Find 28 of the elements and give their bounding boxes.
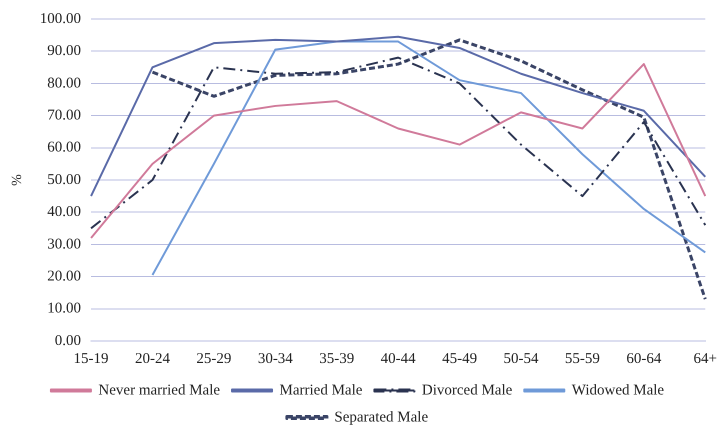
y-tick-label: 80.00 [47,75,82,92]
x-tick-label: 45-49 [442,350,478,367]
y-tick-label: 0.00 [54,332,82,349]
x-tick-label: 15-19 [74,350,109,367]
y-tick-label: 20.00 [47,268,82,285]
y-tick-label: 50.00 [47,172,82,188]
y-tick-label: 60.00 [47,140,82,156]
legend-label: Separated Male [334,409,428,426]
x-tick-label: 40-44 [380,350,416,367]
x-tick-label: 20-24 [134,350,170,367]
x-tick-label: 25-29 [196,350,232,367]
y-tick-label: 10.00 [47,300,82,317]
x-tick-label: 30-34 [258,350,294,367]
x-tick-label: 55-59 [564,350,600,367]
legend-label: Divorced Male [422,382,513,398]
x-tick-label: 50-54 [504,350,539,367]
y-axis-title: % [10,174,26,186]
x-tick-label: 60-64 [626,350,662,367]
x-tick-label: 64+ [694,350,718,367]
y-tick-label: 30.00 [47,236,82,252]
y-tick-label: 90.00 [47,43,82,60]
y-tick-label: 70.00 [47,108,82,124]
y-tick-label: 100.00 [40,10,82,27]
legend-label: Married Male [280,382,363,398]
y-tick-label: 40.00 [47,204,82,220]
legend-label: Never married Male [98,382,220,398]
legend-label: Widowed Male [572,382,664,398]
x-tick-label: 35-39 [319,350,354,367]
